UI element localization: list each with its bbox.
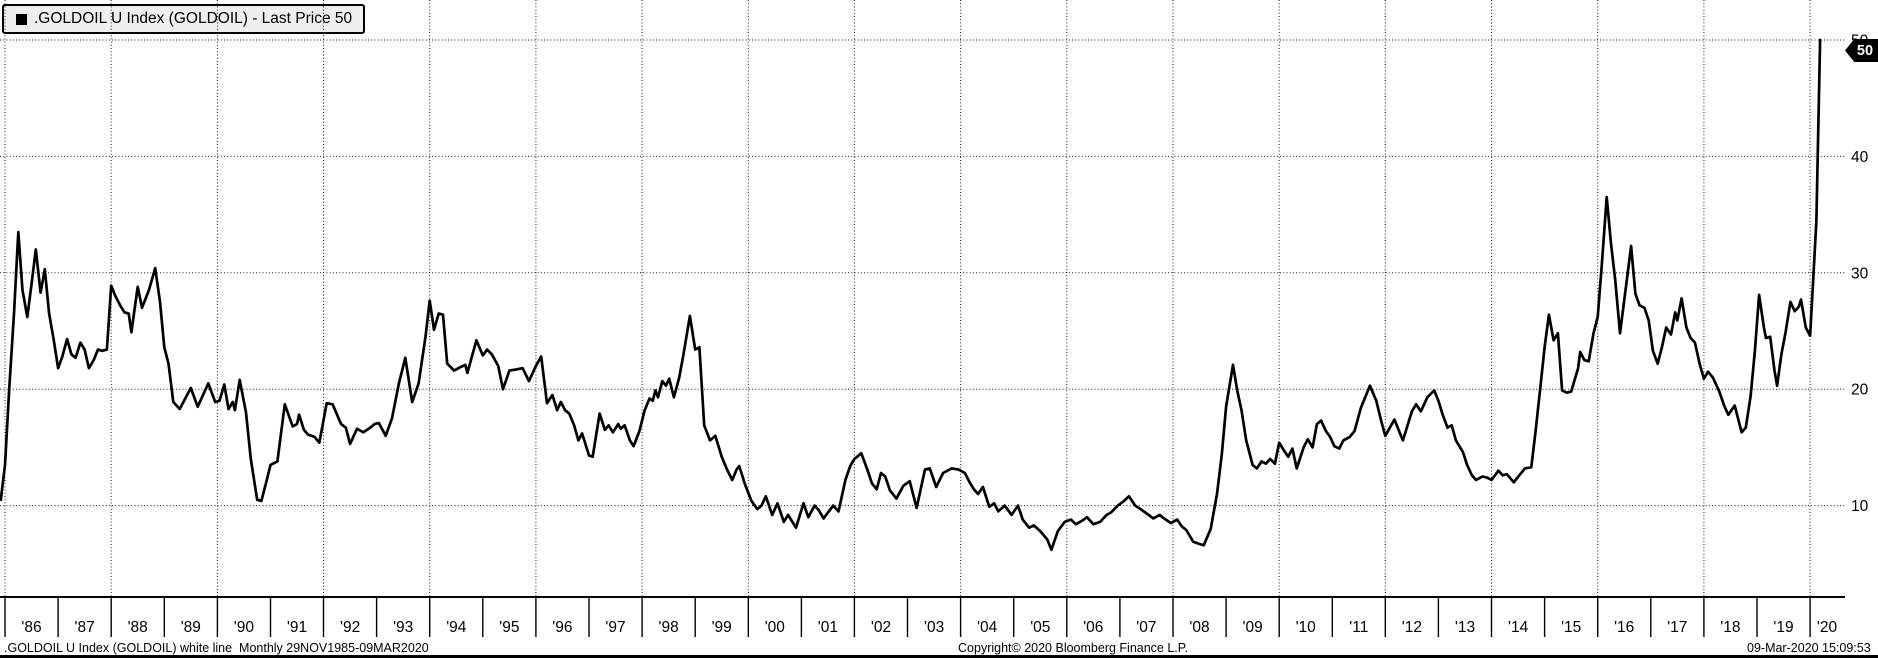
footer-timestamp: 09-Mar-2020 15:09:53 xyxy=(1747,641,1871,655)
x-tick-label: '89 xyxy=(181,619,201,636)
x-tick-label: '17 xyxy=(1667,619,1687,636)
y-tick-label: 20 xyxy=(1851,382,1869,399)
x-tick-label: '97 xyxy=(605,619,625,636)
footer-series-info: .GOLDOIL U Index (GOLDOIL) white line Mo… xyxy=(4,641,429,655)
x-tick-label: '06 xyxy=(1083,619,1103,636)
last-price-badge: 50 xyxy=(1845,39,1878,62)
x-tick-label: '91 xyxy=(287,619,307,636)
x-tick-label: '86 xyxy=(21,619,41,636)
legend-label: .GOLDOIL U Index (GOLDOIL) - Last Price … xyxy=(34,10,353,27)
x-tick-label: '96 xyxy=(552,619,572,636)
x-tick-label: '08 xyxy=(1189,619,1209,636)
x-tick-label: '10 xyxy=(1296,619,1317,636)
x-tick-label: '14 xyxy=(1508,619,1529,636)
x-tick-label: '92 xyxy=(340,619,360,636)
x-tick-label: '98 xyxy=(658,619,678,636)
x-tick-label: '03 xyxy=(924,619,944,636)
footer-copyright: Copyright© 2020 Bloomberg Finance L.P. xyxy=(958,641,1188,655)
y-tick-label: 40 xyxy=(1851,149,1869,166)
x-tick-label: '88 xyxy=(128,619,148,636)
x-tick-label: '95 xyxy=(499,619,519,636)
x-tick-label: '12 xyxy=(1402,619,1422,636)
x-tick-label: '87 xyxy=(74,619,94,636)
legend-box[interactable]: .GOLDOIL U Index (GOLDOIL) - Last Price … xyxy=(2,4,366,34)
x-tick-label: '15 xyxy=(1561,619,1581,636)
x-tick-label: '19 xyxy=(1773,619,1793,636)
x-tick-label: '01 xyxy=(818,619,838,636)
x-tick-label: '99 xyxy=(712,619,732,636)
x-tick-label: '02 xyxy=(871,619,891,636)
y-tick-label: 10 xyxy=(1851,498,1869,515)
x-tick-label: '07 xyxy=(1136,619,1156,636)
legend-swatch-icon xyxy=(16,13,27,25)
last-price-value: 50 xyxy=(1856,42,1874,59)
x-tick-label: '11 xyxy=(1349,619,1368,636)
x-tick-label: '90 xyxy=(234,619,255,636)
x-tick-label: '93 xyxy=(393,619,413,636)
y-tick-label: 30 xyxy=(1851,265,1869,282)
x-tick-label: '16 xyxy=(1614,619,1634,636)
x-tick-label: '20 xyxy=(1817,619,1838,636)
x-tick-label: '09 xyxy=(1242,619,1262,636)
x-tick-label: '18 xyxy=(1720,619,1740,636)
price-line xyxy=(0,38,1822,552)
x-tick-label: '04 xyxy=(977,619,998,636)
x-tick-label: '00 xyxy=(765,619,786,636)
x-tick-label: '05 xyxy=(1030,619,1050,636)
x-tick-label: '94 xyxy=(446,619,467,636)
x-tick-label: '13 xyxy=(1455,619,1475,636)
